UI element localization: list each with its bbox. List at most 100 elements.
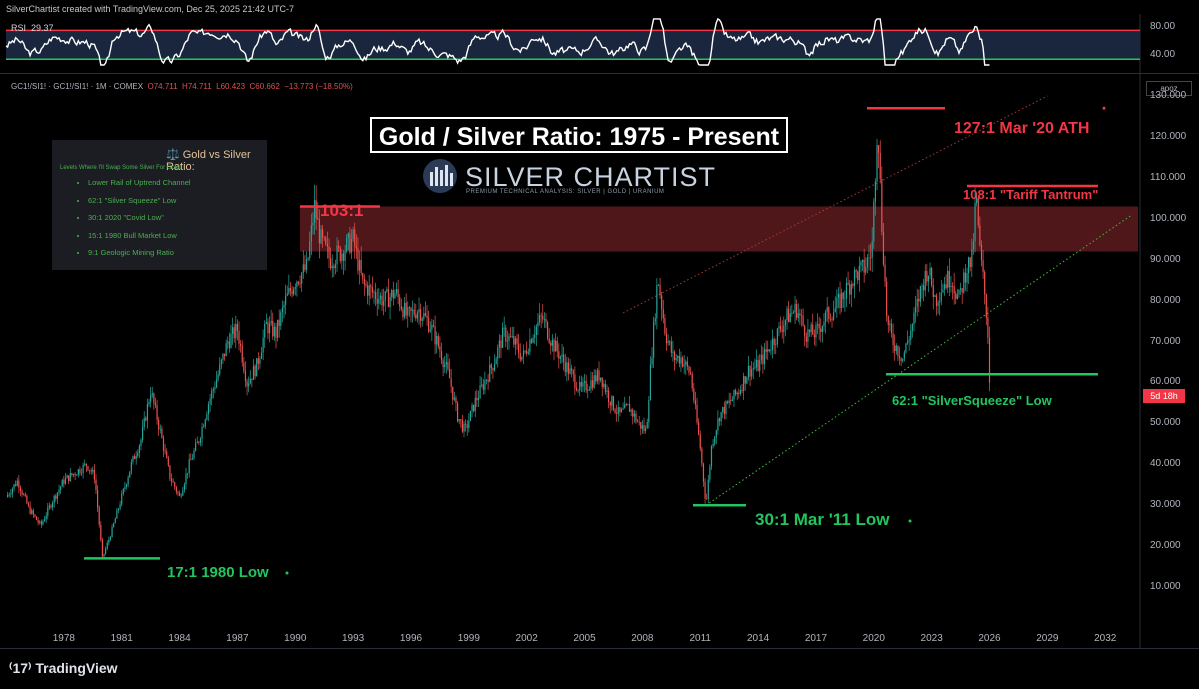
rsi-label: RSI bbox=[11, 23, 27, 33]
legend-item: Lower Rail of Uptrend Channel bbox=[88, 178, 191, 187]
candle-body bbox=[982, 260, 984, 272]
candle-body bbox=[31, 510, 33, 514]
candle-body bbox=[376, 298, 378, 304]
candle-body bbox=[579, 382, 581, 391]
candle-body bbox=[186, 472, 189, 474]
time-tick-label: 2026 bbox=[978, 633, 1001, 644]
candle-body bbox=[368, 285, 370, 296]
candle-body bbox=[980, 244, 983, 261]
candle-body bbox=[132, 456, 134, 462]
candle-body bbox=[461, 420, 463, 432]
pane-divider[interactable] bbox=[0, 73, 1199, 74]
time-tick-label: 1996 bbox=[399, 633, 423, 644]
candle-body bbox=[596, 370, 598, 382]
candle-body bbox=[508, 335, 510, 341]
candle-body bbox=[153, 393, 155, 404]
candle-body bbox=[860, 261, 862, 266]
candle-body bbox=[624, 404, 626, 409]
candle-body bbox=[434, 326, 436, 345]
candle-body bbox=[927, 275, 930, 282]
candle-body bbox=[252, 365, 255, 380]
candle-body bbox=[423, 313, 425, 319]
candle-body bbox=[773, 338, 775, 345]
candle-body bbox=[191, 458, 194, 460]
candle-body bbox=[939, 300, 941, 303]
candle-body bbox=[127, 477, 129, 485]
candle-body bbox=[188, 459, 190, 473]
candle-body bbox=[943, 284, 946, 290]
candle-body bbox=[611, 396, 613, 406]
candle-body bbox=[355, 246, 357, 249]
candle-body bbox=[418, 308, 420, 313]
candle-body bbox=[591, 380, 594, 388]
candle-body bbox=[551, 339, 553, 346]
candle-body bbox=[474, 397, 476, 412]
candle-body bbox=[452, 386, 454, 400]
candle-body bbox=[315, 200, 317, 219]
candle-body bbox=[841, 292, 843, 308]
candle-body bbox=[548, 338, 550, 343]
candle-body bbox=[979, 225, 981, 245]
candle-body bbox=[444, 364, 446, 368]
candle-body bbox=[217, 374, 219, 380]
candle-body bbox=[411, 309, 414, 311]
legend-panel: ⚖️ Gold vs Silver Ratio: Levels Where I'… bbox=[52, 140, 267, 270]
candle-body bbox=[473, 404, 475, 412]
candle-body bbox=[976, 197, 978, 204]
candle-body bbox=[587, 390, 589, 392]
candle-body bbox=[410, 307, 412, 311]
time-tick-label: 2014 bbox=[746, 633, 770, 644]
candle-body bbox=[43, 519, 46, 522]
candle-body bbox=[776, 328, 778, 345]
candle-body bbox=[358, 259, 361, 271]
candle-body bbox=[779, 326, 782, 330]
candle-body bbox=[926, 270, 928, 282]
candle-body bbox=[106, 542, 108, 549]
candle-body bbox=[900, 357, 902, 361]
candle-body bbox=[407, 307, 409, 316]
candle-body bbox=[698, 422, 700, 435]
candle-body bbox=[101, 539, 104, 557]
candle-body bbox=[275, 326, 277, 338]
candle-body bbox=[326, 244, 329, 247]
candle-body bbox=[953, 286, 955, 294]
legend-item: 30:1 2020 "Covid Low" bbox=[88, 213, 191, 222]
candle-body bbox=[813, 334, 815, 338]
candle-body bbox=[791, 312, 793, 314]
candle-body bbox=[395, 289, 398, 294]
candle-body bbox=[887, 316, 889, 325]
price-tick-label: 130.000 bbox=[1150, 90, 1187, 101]
candle-body bbox=[519, 353, 521, 360]
candle-body bbox=[428, 318, 430, 332]
candle-body bbox=[370, 285, 372, 288]
candle-body bbox=[240, 343, 242, 346]
candle-body bbox=[103, 553, 105, 557]
candle-body bbox=[569, 368, 571, 374]
candle-body bbox=[683, 364, 685, 367]
candle-body bbox=[84, 463, 86, 465]
scale-mode-button[interactable]: apoz bbox=[1146, 81, 1192, 96]
candle-body bbox=[108, 539, 110, 543]
candle-body bbox=[799, 313, 801, 316]
candle-body bbox=[516, 338, 518, 344]
candle-body bbox=[590, 380, 592, 389]
price-tick-label: 90.000 bbox=[1150, 253, 1181, 265]
time-tick-label: 1978 bbox=[52, 633, 75, 644]
candle-body bbox=[675, 358, 677, 361]
legend-title: ⚖️ Gold vs Silver Ratio: bbox=[166, 149, 251, 173]
candle-body bbox=[223, 353, 226, 357]
candle-body bbox=[225, 343, 227, 357]
candle-body bbox=[201, 427, 203, 439]
candle-body bbox=[482, 384, 484, 390]
candle-body bbox=[74, 473, 76, 476]
symbol-legend[interactable]: GC1!/SI1! · GC1!/SI1! · 1M · COMEX O74.7… bbox=[11, 82, 353, 91]
candle-body bbox=[241, 345, 243, 363]
candle-body bbox=[884, 264, 886, 282]
candle-body bbox=[662, 309, 664, 319]
candle-body bbox=[182, 490, 184, 496]
candle-body bbox=[755, 359, 758, 368]
candle-body bbox=[493, 364, 496, 371]
candle-body bbox=[219, 364, 221, 375]
candle-body bbox=[881, 179, 883, 232]
candle-body bbox=[330, 258, 332, 269]
